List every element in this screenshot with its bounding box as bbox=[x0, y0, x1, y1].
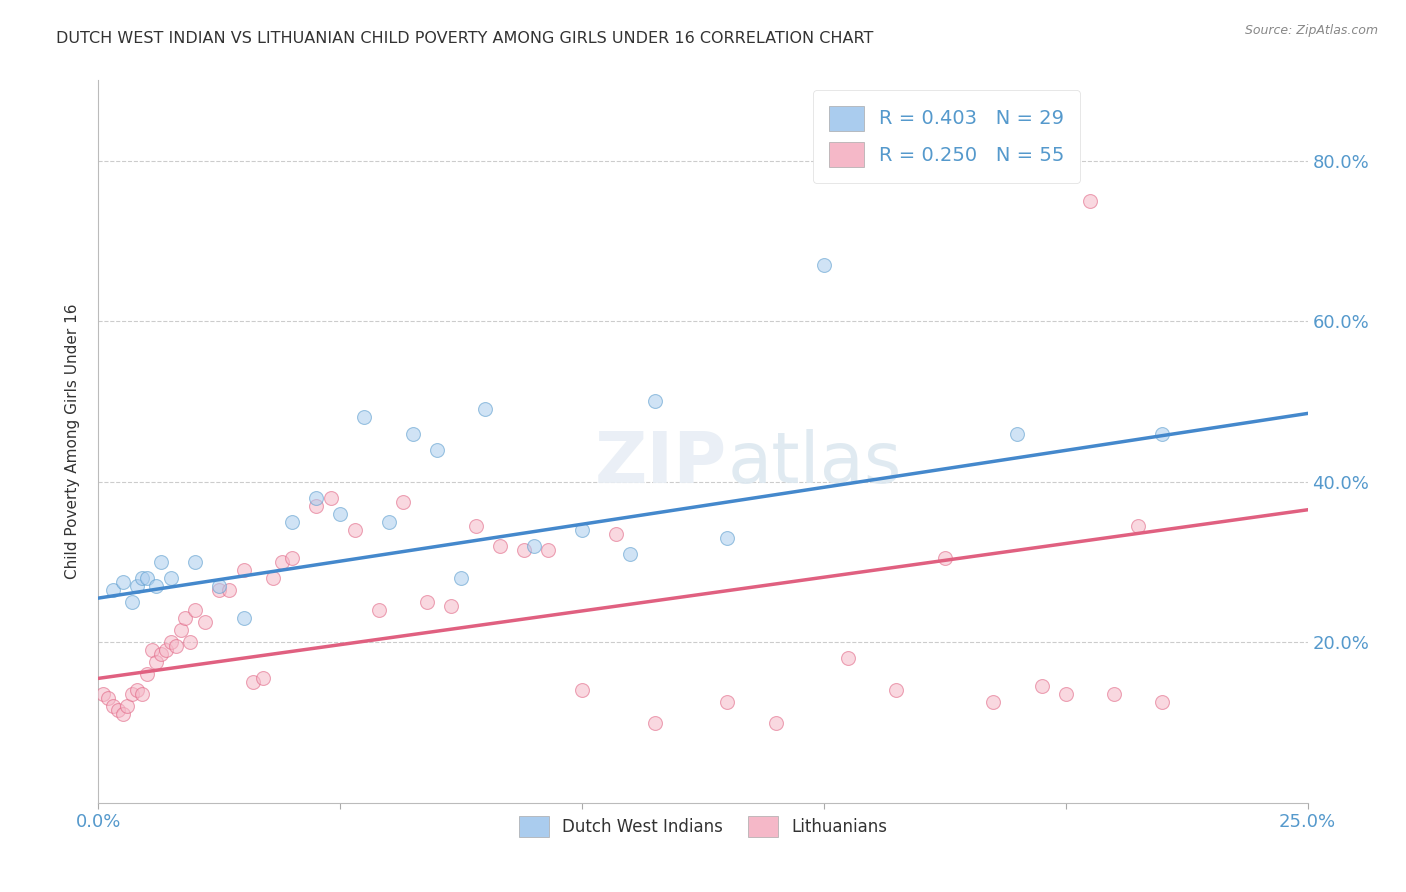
Point bbox=[127, 579, 149, 593]
Point bbox=[1078, 194, 1101, 208]
Point bbox=[765, 715, 787, 730]
Point bbox=[111, 707, 134, 722]
Point bbox=[218, 583, 240, 598]
Point bbox=[281, 550, 304, 566]
Point bbox=[101, 699, 124, 714]
Point bbox=[121, 687, 143, 701]
Point bbox=[886, 683, 908, 698]
Point bbox=[208, 583, 231, 598]
Point bbox=[644, 715, 666, 730]
Point bbox=[813, 258, 835, 272]
Point bbox=[117, 699, 139, 714]
Point bbox=[1102, 687, 1125, 701]
Point bbox=[392, 494, 415, 508]
Point bbox=[242, 675, 264, 690]
Point bbox=[271, 555, 294, 569]
Point bbox=[262, 571, 284, 585]
Point bbox=[1007, 426, 1029, 441]
Point bbox=[165, 639, 187, 653]
Point bbox=[343, 523, 366, 537]
Point bbox=[934, 550, 956, 566]
Point bbox=[150, 555, 173, 569]
Point bbox=[716, 696, 738, 710]
Text: ZIP: ZIP bbox=[595, 429, 727, 498]
Point bbox=[135, 667, 157, 681]
Point bbox=[571, 523, 593, 537]
Point bbox=[716, 531, 738, 545]
Point bbox=[523, 539, 546, 553]
Y-axis label: Child Poverty Among Girls Under 16: Child Poverty Among Girls Under 16 bbox=[65, 304, 80, 579]
Point bbox=[329, 507, 352, 521]
Point bbox=[101, 583, 124, 598]
Point bbox=[150, 648, 173, 662]
Point bbox=[368, 603, 391, 617]
Point bbox=[179, 635, 201, 649]
Point bbox=[474, 402, 496, 417]
Point bbox=[135, 571, 157, 585]
Point bbox=[232, 563, 254, 577]
Point bbox=[281, 515, 304, 529]
Point bbox=[513, 542, 536, 557]
Point bbox=[155, 643, 177, 657]
Point bbox=[605, 526, 627, 541]
Point bbox=[1152, 426, 1174, 441]
Point bbox=[402, 426, 425, 441]
Point bbox=[252, 671, 274, 685]
Legend: Dutch West Indians, Lithuanians: Dutch West Indians, Lithuanians bbox=[508, 804, 898, 848]
Point bbox=[644, 394, 666, 409]
Point bbox=[981, 696, 1004, 710]
Point bbox=[145, 579, 167, 593]
Point bbox=[174, 611, 197, 625]
Point bbox=[111, 574, 134, 589]
Point bbox=[169, 623, 191, 637]
Point bbox=[97, 691, 120, 706]
Point bbox=[377, 515, 399, 529]
Point bbox=[426, 442, 449, 457]
Point bbox=[1031, 680, 1053, 694]
Point bbox=[464, 518, 486, 533]
Text: atlas: atlas bbox=[727, 429, 901, 498]
Point bbox=[416, 595, 439, 609]
Point bbox=[160, 571, 183, 585]
Point bbox=[184, 555, 207, 569]
Point bbox=[305, 499, 328, 513]
Point bbox=[837, 651, 859, 665]
Point bbox=[91, 687, 114, 701]
Point bbox=[160, 635, 183, 649]
Point bbox=[537, 542, 560, 557]
Point bbox=[450, 571, 472, 585]
Point bbox=[141, 643, 163, 657]
Point bbox=[208, 579, 231, 593]
Point bbox=[131, 687, 153, 701]
Point bbox=[127, 683, 149, 698]
Point bbox=[107, 703, 129, 717]
Point bbox=[121, 595, 143, 609]
Point bbox=[131, 571, 153, 585]
Point bbox=[305, 491, 328, 505]
Point bbox=[319, 491, 342, 505]
Point bbox=[440, 599, 463, 614]
Point bbox=[571, 683, 593, 698]
Text: DUTCH WEST INDIAN VS LITHUANIAN CHILD POVERTY AMONG GIRLS UNDER 16 CORRELATION C: DUTCH WEST INDIAN VS LITHUANIAN CHILD PO… bbox=[56, 31, 873, 46]
Point bbox=[353, 410, 375, 425]
Point bbox=[194, 615, 217, 630]
Text: Source: ZipAtlas.com: Source: ZipAtlas.com bbox=[1244, 24, 1378, 37]
Point bbox=[1128, 518, 1150, 533]
Point bbox=[1054, 687, 1077, 701]
Point bbox=[489, 539, 512, 553]
Point bbox=[184, 603, 207, 617]
Point bbox=[232, 611, 254, 625]
Point bbox=[145, 655, 167, 669]
Point bbox=[1152, 696, 1174, 710]
Point bbox=[619, 547, 641, 561]
